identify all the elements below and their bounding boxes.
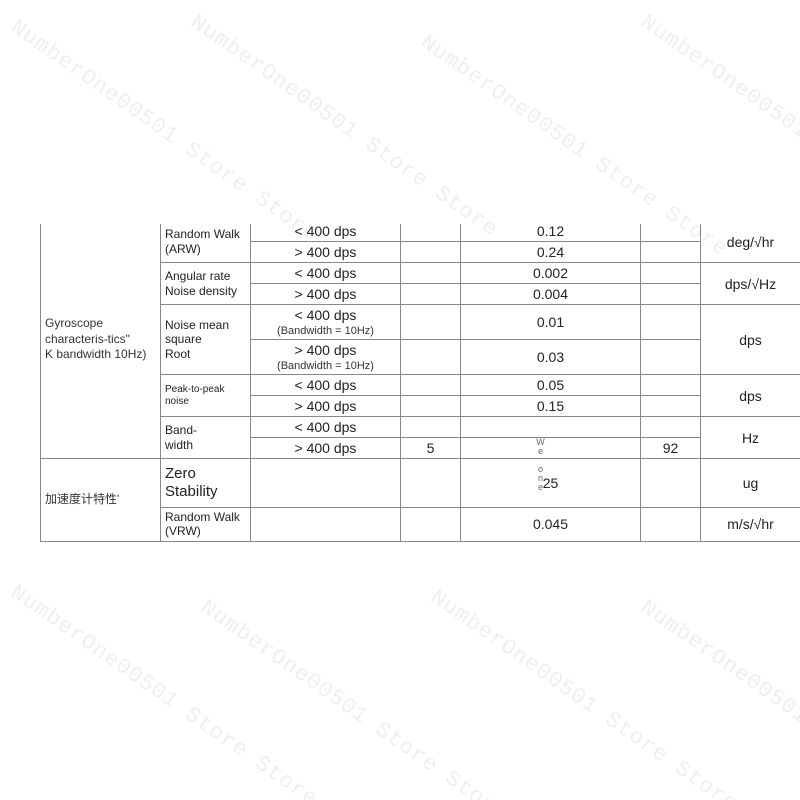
spec-table-region: Gyroscope characteris-tics" K bandwidth …	[0, 220, 800, 542]
cell-typ: 0.004	[461, 284, 641, 305]
cell-min	[401, 375, 461, 396]
cell-max	[641, 417, 701, 438]
cell-category-accel: 加速度计特性'	[41, 459, 161, 542]
cell-cond: < 400 dps	[251, 375, 401, 396]
mask-bottom	[0, 576, 800, 800]
cell-typ: 0.24	[461, 242, 641, 263]
cond-sub: (Bandwidth = 10Hz)	[255, 325, 396, 337]
cell-unit: dps	[701, 375, 800, 417]
cell-cond: < 400 dps (Bandwidth = 10Hz)	[251, 305, 401, 340]
cell-min	[401, 459, 461, 508]
param-ang-l2: Noise density	[165, 284, 237, 298]
cell-min	[401, 284, 461, 305]
cell-cond: > 400 dps (Bandwidth = 10Hz)	[251, 340, 401, 375]
cell-cond: < 400 dps	[251, 417, 401, 438]
cell-cond: > 400 dps	[251, 242, 401, 263]
cat-gyro-l1: Gyroscope characteris-tics"	[45, 316, 130, 346]
cell-max	[641, 508, 701, 542]
param-rms-l1: Noise mean square	[165, 318, 229, 346]
param-arw-l1: Random Walk	[165, 227, 240, 241]
param-ang-l1: Angular rate	[165, 269, 230, 283]
cell-typ: 0.03	[461, 340, 641, 375]
cell-max	[641, 284, 701, 305]
mask-top	[0, 0, 800, 224]
cell-category-gyro: Gyroscope characteris-tics" K bandwidth …	[41, 221, 161, 459]
cell-cond: < 400 dps	[251, 263, 401, 284]
cell-typ: 0.01	[461, 305, 641, 340]
cell-param-zero: Zero Stability	[161, 459, 251, 508]
cell-max	[641, 305, 701, 340]
param-bw-l2: width	[165, 438, 193, 452]
param-vrw-l2: (VRW)	[165, 524, 201, 538]
cond-sub: (Bandwidth = 10Hz)	[255, 360, 396, 372]
cell-param-arw: Random Walk (ARW)	[161, 221, 251, 263]
cell-param-vrw: Random Walk (VRW)	[161, 508, 251, 542]
cell-typ	[461, 438, 641, 459]
cell-param-bw: Band- width	[161, 417, 251, 459]
cell-typ	[461, 417, 641, 438]
cell-unit: dps	[701, 305, 800, 375]
table-row: 加速度计特性' Zero Stability 25 ug	[41, 459, 800, 508]
cell-unit: dps/√Hz	[701, 263, 800, 305]
cell-max	[641, 459, 701, 508]
cell-cond	[251, 508, 401, 542]
param-rms-l2: Root	[165, 347, 190, 361]
param-arw-l2: (ARW)	[165, 242, 201, 256]
cond-main: > 400 dps	[295, 342, 357, 358]
cell-min	[401, 340, 461, 375]
cell-param-angrate: Angular rate Noise density	[161, 263, 251, 305]
cell-unit: deg/√hr	[701, 221, 800, 263]
cell-max	[641, 263, 701, 284]
spec-table: Gyroscope characteris-tics" K bandwidth …	[40, 220, 800, 542]
param-vrw-l1: Random Walk	[165, 510, 240, 524]
cell-min	[401, 417, 461, 438]
cell-typ: 25	[461, 459, 641, 508]
cell-max: 92	[641, 438, 701, 459]
cell-min	[401, 263, 461, 284]
cell-max	[641, 375, 701, 396]
cell-max	[641, 242, 701, 263]
cell-cond: > 400 dps	[251, 396, 401, 417]
cell-typ: 0.045	[461, 508, 641, 542]
cell-cond: > 400 dps	[251, 284, 401, 305]
cell-min	[401, 242, 461, 263]
cell-cond	[251, 459, 401, 508]
cell-typ: 0.05	[461, 375, 641, 396]
cell-min	[401, 508, 461, 542]
cond-main: < 400 dps	[295, 307, 357, 323]
cell-min	[401, 305, 461, 340]
cell-unit: ug	[701, 459, 800, 508]
cell-unit: Hz	[701, 417, 800, 459]
param-bw-l1: Band-	[165, 423, 197, 437]
cell-typ: 0.002	[461, 263, 641, 284]
cell-min: 5	[401, 438, 461, 459]
cell-cond: > 400 dps	[251, 438, 401, 459]
cell-param-rms: Noise mean square Root	[161, 305, 251, 375]
cat-gyro-l2: K bandwidth 10Hz)	[45, 347, 146, 361]
cell-typ: 0.15	[461, 396, 641, 417]
cell-max	[641, 396, 701, 417]
cell-param-p2p: Peak-to-peak noise	[161, 375, 251, 417]
cell-min	[401, 396, 461, 417]
cell-unit: m/s/√hr	[701, 508, 800, 542]
cell-max	[641, 340, 701, 375]
